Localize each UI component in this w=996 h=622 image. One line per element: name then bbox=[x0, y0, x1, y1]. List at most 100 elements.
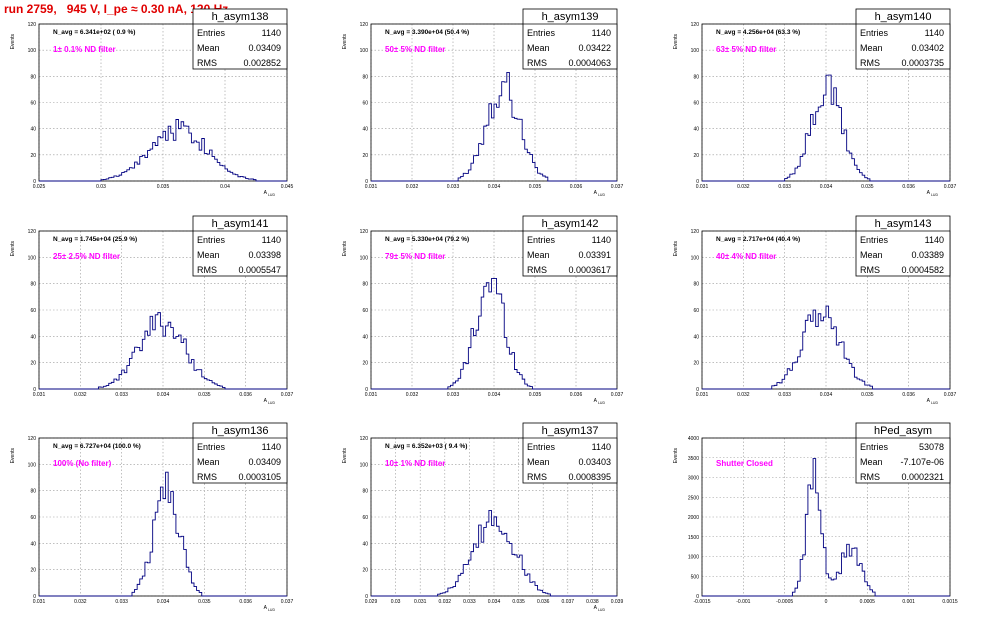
histogram-name: h_asym139 bbox=[542, 11, 599, 23]
y-tick-label: 0 bbox=[33, 594, 36, 600]
x-axis-title: A LUD bbox=[264, 605, 276, 612]
x-tick-label: 0.001 bbox=[902, 599, 915, 605]
x-tick-label: -0.001 bbox=[736, 599, 750, 605]
x-tick-label: 0.037 bbox=[944, 392, 957, 398]
y-tick-label: 3000 bbox=[688, 476, 699, 482]
stats-key-rms: RMS bbox=[527, 265, 547, 275]
navg-label: N_avg = 5.330e+04 (79.2 %) bbox=[385, 236, 469, 243]
stats-key-rms: RMS bbox=[197, 265, 217, 275]
histogram-name: h_asym138 bbox=[212, 11, 269, 23]
y-tick-label: 100 bbox=[360, 48, 369, 54]
y-tick-label: 60 bbox=[362, 515, 368, 521]
stats-key-rms: RMS bbox=[197, 58, 217, 68]
x-tick-label: 0.031 bbox=[33, 599, 46, 605]
histogram-panel-h_asym142: 0.031 0.032 0.033 0.034 0.035 0.036 0.037 0 20 40… bbox=[342, 215, 623, 405]
histogram-name: hPed_asym bbox=[874, 425, 932, 437]
x-tick-label: 0.033 bbox=[463, 599, 476, 605]
x-tick-label: 0.035 bbox=[157, 184, 170, 190]
x-tick-label: 0.033 bbox=[447, 184, 460, 190]
y-tick-label: 20 bbox=[693, 153, 699, 159]
x-tick-label: 0.031 bbox=[365, 184, 378, 190]
navg-label: N_avg = 1.745e+04 (25.9 %) bbox=[53, 236, 137, 243]
stats-key-entries: Entries bbox=[197, 442, 226, 452]
filter-label: 100% (No filter) bbox=[53, 459, 112, 468]
y-tick-label: 80 bbox=[362, 282, 368, 288]
y-tick-label: 60 bbox=[362, 101, 368, 107]
x-tick-label: 0.036 bbox=[537, 599, 550, 605]
stats-box bbox=[522, 215, 618, 277]
filter-label: 10± 1% ND filter bbox=[385, 459, 445, 468]
y-tick-label: 40 bbox=[30, 334, 36, 340]
y-tick-label: 20 bbox=[693, 361, 699, 367]
stats-key-rms: RMS bbox=[197, 472, 217, 482]
x-tick-label: 0.035 bbox=[861, 184, 874, 190]
y-axis-title: Events bbox=[673, 448, 679, 464]
x-tick-label: 0.033 bbox=[447, 392, 460, 398]
stats-key-mean: Mean bbox=[527, 43, 550, 53]
stats-key-entries: Entries bbox=[197, 235, 226, 245]
y-tick-label: 20 bbox=[362, 361, 368, 367]
y-tick-label: 40 bbox=[30, 127, 36, 133]
y-tick-label: 0 bbox=[365, 387, 368, 393]
stats-value-mean: 0.03389 bbox=[911, 250, 944, 260]
plot-frame bbox=[370, 23, 618, 182]
y-tick-label: 20 bbox=[362, 568, 368, 574]
x-tick-label: 0.034 bbox=[157, 599, 170, 605]
y-axis-title: Events bbox=[10, 34, 16, 50]
histogram-panel-h_asym141: 0.031 0.032 0.033 0.034 0.035 0.036 0.037 0 20 40… bbox=[10, 215, 293, 405]
y-tick-label: 0 bbox=[696, 594, 699, 600]
y-tick-label: 100 bbox=[28, 255, 37, 261]
stats-value-entries: 1140 bbox=[925, 235, 944, 245]
y-tick-label: 0 bbox=[33, 179, 36, 185]
plot-frame bbox=[38, 23, 288, 182]
x-tick-label: 0.037 bbox=[611, 184, 624, 190]
histogram-panel-h_asym143: 0.031 0.032 0.033 0.034 0.035 0.036 0.037 0 20 40… bbox=[673, 215, 957, 405]
y-axis-title: Events bbox=[673, 34, 679, 50]
x-axis-title: A LUD bbox=[264, 190, 276, 197]
stats-box bbox=[522, 8, 618, 70]
stats-value-rms: 0.002852 bbox=[243, 58, 281, 68]
x-tick-label: 0.032 bbox=[406, 392, 419, 398]
y-tick-label: 60 bbox=[30, 515, 36, 521]
y-tick-label: 3500 bbox=[688, 456, 699, 462]
stats-value-mean: 0.03391 bbox=[578, 250, 611, 260]
x-tick-label: 0.034 bbox=[488, 599, 501, 605]
stats-box bbox=[522, 422, 618, 484]
y-tick-label: 500 bbox=[691, 574, 700, 580]
y-tick-label: 2500 bbox=[688, 495, 699, 501]
x-tick-label: 0.033 bbox=[778, 392, 791, 398]
y-tick-label: 80 bbox=[362, 489, 368, 495]
stats-value-rms: 0.0003617 bbox=[568, 265, 611, 275]
x-tick-label: 0.036 bbox=[570, 392, 583, 398]
stats-key-rms: RMS bbox=[860, 58, 880, 68]
x-tick-label: 0.033 bbox=[778, 184, 791, 190]
x-tick-label: -0.0005 bbox=[776, 599, 793, 605]
stats-value-entries: 1140 bbox=[592, 28, 611, 38]
x-tick-label: 0.035 bbox=[861, 392, 874, 398]
stats-key-mean: Mean bbox=[527, 250, 550, 260]
stats-value-rms: 0.0008395 bbox=[568, 472, 611, 482]
stats-value-mean: 0.03409 bbox=[248, 43, 281, 53]
x-tick-label: 0.0015 bbox=[942, 599, 958, 605]
stats-box bbox=[192, 422, 288, 484]
x-tick-label: 0.032 bbox=[406, 184, 419, 190]
x-tick-label: 0.038 bbox=[586, 599, 599, 605]
histogram-panel-h_asym139: 0.031 0.032 0.033 0.034 0.035 0.036 0.037 0 20 40… bbox=[342, 8, 624, 197]
x-tick-label: 0.029 bbox=[365, 599, 378, 605]
y-tick-label: 40 bbox=[362, 334, 368, 340]
stats-key-mean: Mean bbox=[527, 457, 550, 467]
stats-key-entries: Entries bbox=[527, 442, 556, 452]
y-tick-label: 100 bbox=[691, 48, 700, 54]
x-tick-label: 0.0005 bbox=[860, 599, 876, 605]
x-tick-label: 0.034 bbox=[157, 392, 170, 398]
x-tick-label: 0.031 bbox=[696, 392, 709, 398]
y-tick-label: 2000 bbox=[688, 515, 699, 521]
stats-value-entries: 1140 bbox=[262, 442, 281, 452]
y-tick-label: 4000 bbox=[688, 436, 699, 442]
histogram-line bbox=[371, 509, 617, 597]
stats-key-entries: Entries bbox=[860, 442, 889, 452]
y-tick-label: 20 bbox=[30, 361, 36, 367]
y-tick-label: 80 bbox=[30, 282, 36, 288]
stats-key-entries: Entries bbox=[197, 28, 226, 38]
stats-value-rms: 0.0003105 bbox=[238, 472, 281, 482]
